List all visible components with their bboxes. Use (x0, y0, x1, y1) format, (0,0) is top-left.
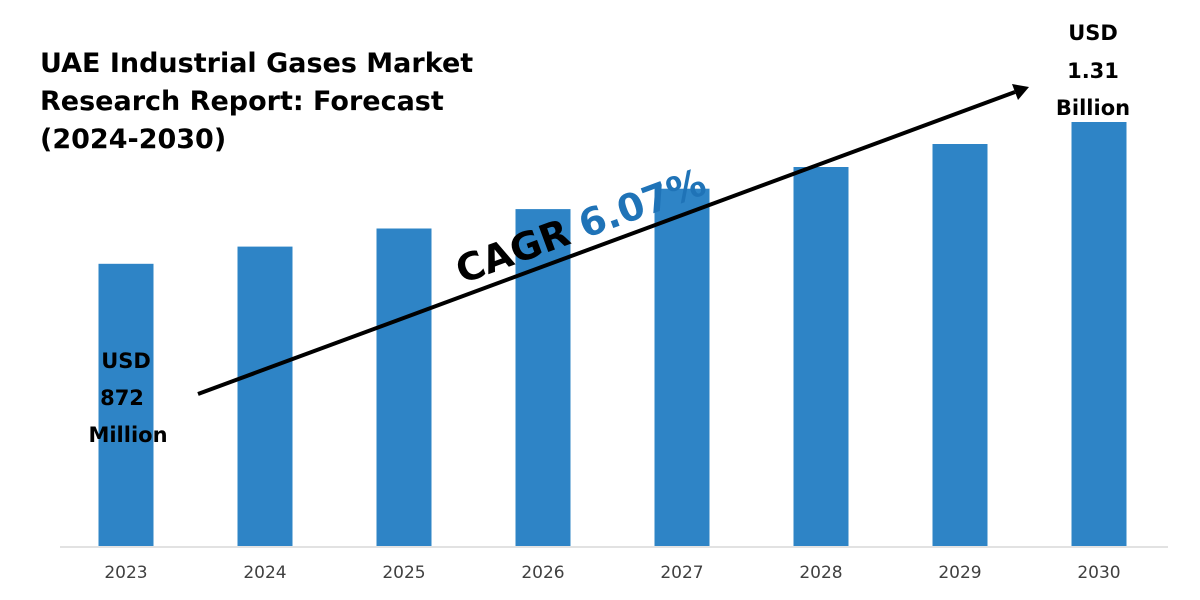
bar-2029 (932, 144, 988, 546)
end-value-label: USD 1.31 Billion (1056, 21, 1130, 120)
bar-2025 (376, 228, 432, 546)
growth-arrow-line (197, 90, 1016, 396)
end-label-line-1: USD (1068, 21, 1118, 45)
x-tick-label-2025: 2025 (382, 563, 425, 583)
growth-arrow (197, 84, 1029, 396)
start-label-line-3: Million (88, 423, 167, 447)
bar-2030 (1071, 122, 1127, 546)
x-tick-label-2027: 2027 (660, 563, 703, 583)
bars-group (98, 122, 1127, 546)
growth-arrow-head (1012, 84, 1029, 100)
x-tick-label-2026: 2026 (521, 563, 564, 583)
x-tick-label-2029: 2029 (938, 563, 981, 583)
bar-2023 (98, 263, 154, 546)
x-tick-label-2028: 2028 (799, 563, 842, 583)
bar-2028 (793, 167, 849, 546)
end-label-line-2: 1.31 (1067, 59, 1119, 83)
end-label-line-3: Billion (1056, 96, 1130, 120)
bar-2024 (237, 246, 293, 546)
title-line-1: UAE Industrial Gases Market (40, 48, 473, 79)
x-tick-label-2024: 2024 (243, 563, 286, 583)
x-tick-label-2023: 2023 (104, 563, 147, 583)
x-tick-label-2030: 2030 (1077, 563, 1120, 583)
bar-2027 (654, 188, 710, 546)
title-line-2: Research Report: Forecast (40, 86, 444, 117)
title-line-3: (2024-2030) (40, 124, 226, 155)
start-label-line-1: USD (101, 349, 151, 373)
chart-title: UAE Industrial Gases Market Research Rep… (40, 48, 473, 155)
x-axis-tick-labels: 2023 2024 2025 2026 2027 2028 2029 2030 (104, 563, 1120, 583)
start-value-label: USD 872 Million (88, 349, 167, 447)
start-label-line-2: 872 (100, 386, 144, 410)
